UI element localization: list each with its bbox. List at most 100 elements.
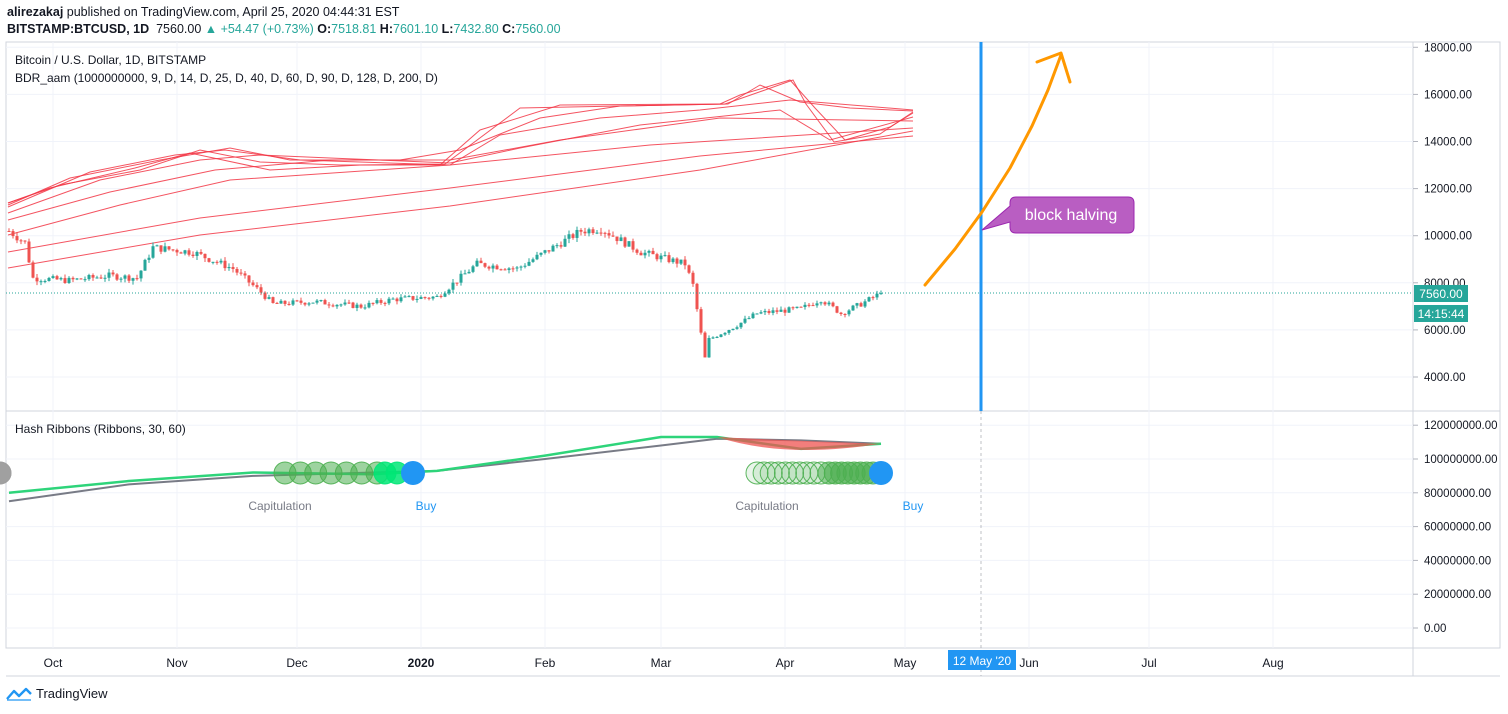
- candle-body: [643, 252, 647, 256]
- candle-body: [163, 246, 167, 252]
- candle-body: [39, 281, 43, 283]
- candle-body: [815, 303, 819, 306]
- candle-body: [195, 252, 199, 256]
- candle-body: [531, 259, 535, 262]
- candle-body: [351, 302, 355, 308]
- candle-body: [103, 277, 107, 279]
- candle-body: [687, 265, 691, 273]
- sub-pane-frame: [5, 410, 1501, 649]
- candle-body: [715, 336, 719, 338]
- candle-body: [95, 277, 99, 279]
- signal-dot: [781, 461, 805, 485]
- candle-body: [47, 277, 51, 281]
- candle-body: [863, 301, 867, 307]
- candle-body: [435, 295, 439, 297]
- time-tick-label: Apr: [776, 656, 795, 670]
- ribbon-line: [7, 109, 914, 214]
- candle-body: [111, 272, 115, 275]
- candle-body: [15, 236, 19, 241]
- main-pane-frame: [5, 41, 1501, 412]
- time-tick-label: Nov: [166, 656, 187, 670]
- candle-body: [803, 304, 807, 307]
- time-tick-label: Aug: [1262, 656, 1283, 670]
- candle-body: [299, 300, 303, 303]
- candle-body: [639, 252, 643, 256]
- candle-body: [695, 283, 699, 310]
- candle-body: [387, 298, 391, 304]
- candle-body: [703, 332, 707, 358]
- candle-body: [375, 300, 379, 304]
- candle-body: [775, 310, 779, 312]
- candle-body: [547, 250, 551, 252]
- tradingview-brand[interactable]: TradingView: [6, 686, 108, 701]
- hash-ribbons-legend[interactable]: Hash Ribbons (Ribbons, 30, 60): [15, 422, 186, 436]
- buy-signal-dot: [869, 461, 893, 485]
- candle-body: [219, 260, 223, 263]
- candle-body: [635, 249, 639, 253]
- time-highlight-badge: [948, 650, 1016, 670]
- candle-body: [447, 289, 451, 294]
- last-price: 7560.00: [156, 22, 202, 36]
- price-badge-text: 7560.00: [1419, 287, 1463, 301]
- candle-body: [851, 305, 855, 311]
- time-tick-label: Jun: [1019, 656, 1038, 670]
- candle-body: [795, 306, 799, 308]
- candle-body: [479, 260, 483, 264]
- hash-tick-label: 100000000.00: [1424, 454, 1498, 466]
- candle-body: [827, 302, 831, 305]
- candle-body: [615, 236, 619, 242]
- candle-body: [335, 304, 339, 307]
- candle-body: [407, 296, 411, 298]
- symbol-label: BITSTAMP:BTCUSD, 1D: [7, 22, 150, 36]
- block-halving-label: block halving: [1025, 207, 1118, 224]
- candle-body: [575, 229, 579, 238]
- candle-body: [395, 298, 399, 302]
- candle-body: [655, 254, 659, 260]
- candle-body: [567, 234, 571, 239]
- candle-body: [291, 300, 295, 305]
- candle-body: [519, 266, 523, 268]
- candle-body: [307, 303, 311, 305]
- price-tick-label: 14000.00: [1424, 137, 1472, 149]
- candle-body: [27, 241, 31, 263]
- candle-body: [347, 302, 351, 304]
- candle-body: [743, 318, 747, 323]
- candle-body: [295, 300, 299, 302]
- candle-body: [859, 303, 863, 307]
- candle-body: [787, 307, 791, 313]
- price-tick-label: 10000.00: [1424, 231, 1472, 243]
- candle-body: [855, 303, 859, 306]
- capitulation-label-1: Capitulation: [248, 499, 311, 513]
- candle-body: [563, 238, 567, 247]
- candle-body: [383, 302, 387, 304]
- candle-body: [91, 275, 95, 278]
- candle-body: [879, 293, 883, 295]
- candle-body: [283, 300, 287, 304]
- candle-body: [419, 297, 423, 299]
- candle-body: [227, 267, 231, 269]
- hash-tick-label: 60000000.00: [1424, 522, 1491, 534]
- candle-body: [779, 309, 783, 312]
- candle-body: [843, 313, 847, 315]
- candle-body: [483, 263, 487, 267]
- high-value: 7601.10: [393, 22, 439, 36]
- candle-body: [99, 277, 103, 279]
- candle-body: [211, 261, 215, 263]
- block-halving-callout[interactable]: [981, 196, 1135, 234]
- candle-body: [823, 302, 827, 305]
- candle-body: [439, 295, 443, 297]
- candle-body: [623, 237, 627, 247]
- author-name[interactable]: alirezakaj: [7, 5, 64, 19]
- candle-body: [155, 245, 159, 247]
- buy-signal-dot: [401, 461, 425, 485]
- candle-body: [759, 312, 763, 314]
- price-tick-label: 4000.00: [1424, 372, 1466, 384]
- hash-tick-label: 80000000.00: [1424, 488, 1491, 500]
- candle-body: [835, 306, 839, 313]
- close-label: C:: [502, 22, 516, 36]
- projection-arrow[interactable]: [923, 51, 1072, 287]
- candle-body: [167, 246, 171, 250]
- indicator-legend[interactable]: BDR_aam (1000000000, 9, D, 14, D, 25, D,…: [15, 71, 438, 85]
- price-candles: [7, 226, 883, 358]
